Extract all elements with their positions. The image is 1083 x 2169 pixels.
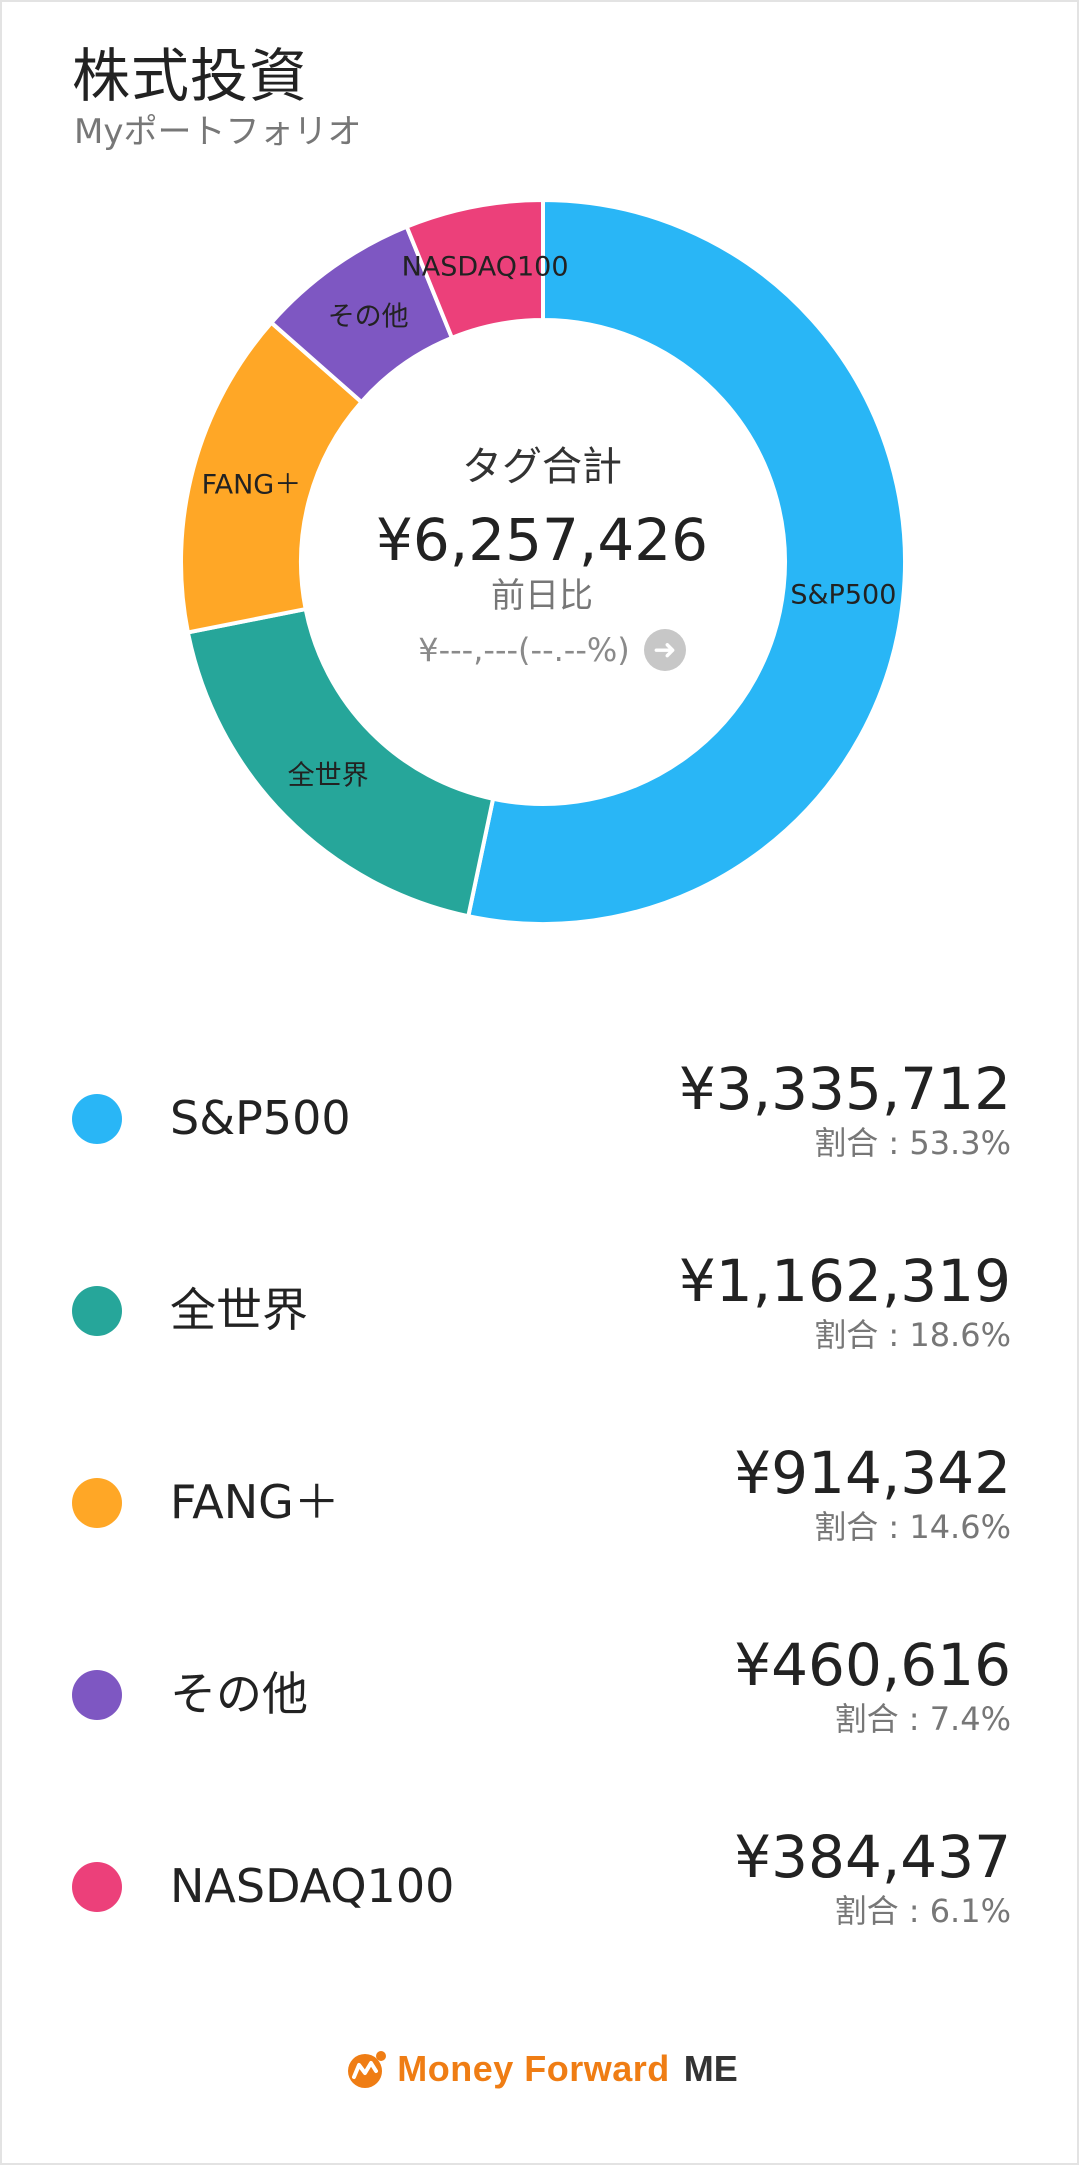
legend-name: その他 bbox=[170, 1667, 308, 1721]
legend-ratio: 割合 : 14.6% bbox=[814, 1508, 1011, 1546]
legend-color-dot bbox=[72, 1286, 122, 1336]
legend-amount: ¥1,162,319 bbox=[678, 1247, 1011, 1315]
legend-name: FANG＋ bbox=[170, 1475, 340, 1529]
legend-list: S&P500 ¥3,335,712 割合 : 53.3% 全世界 ¥1,162,319 割… bbox=[2, 1032, 1077, 1992]
chart-center-title: タグ合計 bbox=[462, 444, 622, 490]
legend-name: 全世界 bbox=[170, 1283, 308, 1337]
donut-slice-label: S&P500 bbox=[790, 579, 896, 610]
legend-row[interactable]: S&P500 ¥3,335,712 割合 : 53.3% bbox=[2, 1032, 1077, 1224]
donut-slice-label: NASDAQ100 bbox=[402, 252, 569, 283]
chart-center-total: ¥6,257,426 bbox=[375, 506, 709, 574]
chart-center-sub-label: 前日比 bbox=[491, 576, 593, 616]
page-subtitle: Myポートフォリオ bbox=[74, 112, 362, 152]
page-title: 株式投資 bbox=[72, 42, 309, 110]
donut-chart: S&P500 全世界 FANG＋ その他 NASDAQ100 タグ合計 ¥6,257,4… bbox=[2, 2, 1077, 962]
day-change-link[interactable]: ¥---,---(--.--%) ➜ bbox=[402, 628, 702, 672]
legend-color-dot bbox=[72, 1670, 122, 1720]
day-change-value: ¥---,---(--.--%) bbox=[418, 631, 630, 669]
legend-name: NASDAQ100 bbox=[170, 1859, 455, 1913]
donut-slice bbox=[465, 197, 907, 926]
donut-slice-label: 全世界 bbox=[288, 760, 369, 791]
legend-ratio: 割合 : 6.1% bbox=[834, 1892, 1011, 1930]
donut-slice bbox=[185, 606, 496, 919]
legend-row[interactable]: FANG＋ ¥914,342 割合 : 14.6% bbox=[2, 1416, 1077, 1608]
legend-amount: ¥384,437 bbox=[734, 1823, 1011, 1891]
legend-row[interactable]: NASDAQ100 ¥384,437 割合 : 6.1% bbox=[2, 1800, 1077, 1992]
donut-slice bbox=[404, 197, 545, 341]
money-forward-logo-icon bbox=[348, 2051, 387, 2088]
legend-color-dot bbox=[72, 1094, 122, 1144]
legend-row[interactable]: 全世界 ¥1,162,319 割合 : 18.6% bbox=[2, 1224, 1077, 1416]
legend-name: S&P500 bbox=[170, 1091, 351, 1145]
donut-slice-label: その他 bbox=[328, 302, 409, 333]
legend-row[interactable]: その他 ¥460,616 割合 : 7.4% bbox=[2, 1608, 1077, 1800]
brand-suffix: ME bbox=[683, 2048, 738, 2089]
legend-ratio: 割合 : 7.4% bbox=[834, 1700, 1011, 1738]
legend-color-dot bbox=[72, 1478, 122, 1528]
arrow-right-circle-icon[interactable]: ➜ bbox=[643, 629, 686, 671]
brand-name: Money Forward bbox=[397, 2048, 670, 2089]
legend-amount: ¥460,616 bbox=[734, 1631, 1011, 1699]
donut-slice-label: FANG＋ bbox=[202, 469, 302, 500]
legend-amount: ¥3,335,712 bbox=[678, 1055, 1011, 1123]
brand-footer: Money Forward ME bbox=[2, 2047, 1077, 2091]
legend-amount: ¥914,342 bbox=[734, 1439, 1011, 1507]
donut-chart-svg: S&P500 全世界 FANG＋ その他 NASDAQ100 bbox=[179, 197, 907, 926]
legend-ratio: 割合 : 18.6% bbox=[814, 1316, 1011, 1354]
legend-ratio: 割合 : 53.3% bbox=[814, 1124, 1011, 1162]
legend-color-dot bbox=[72, 1862, 122, 1912]
